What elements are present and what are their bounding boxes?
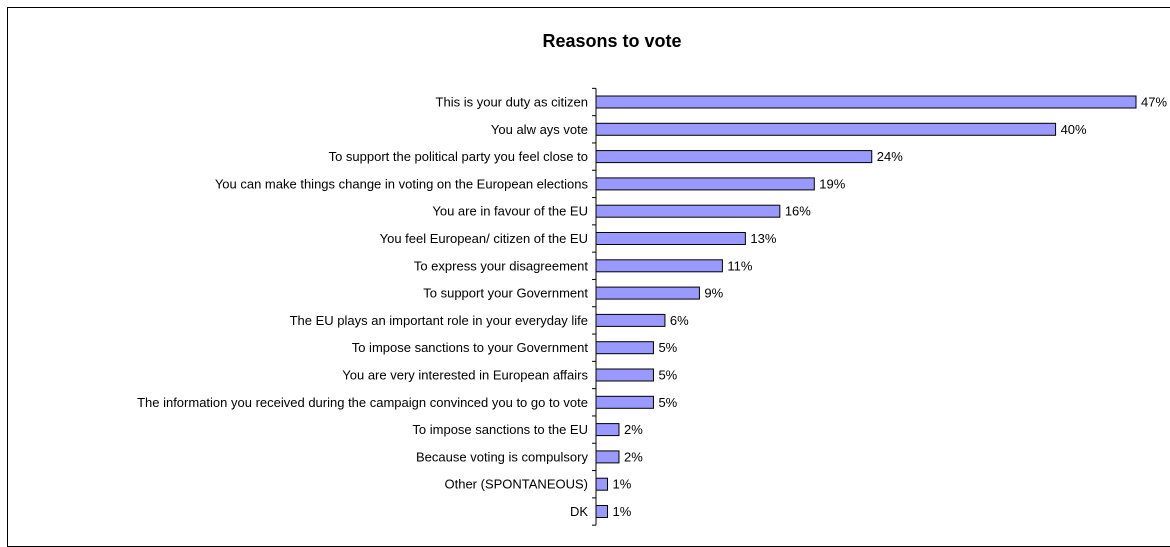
data-label: 47% xyxy=(1141,95,1167,110)
category-label: You alw ays vote xyxy=(491,122,588,137)
data-label: 24% xyxy=(877,149,903,164)
bars-layer: This is your duty as citizen 47% You alw a… xyxy=(137,87,1167,526)
category-label: You are very interested in European affa… xyxy=(342,368,588,383)
category-label: To support the political party you feel … xyxy=(329,149,588,164)
category-label: DK xyxy=(570,504,588,519)
chart-title: Reasons to vote xyxy=(542,31,682,51)
data-label: 40% xyxy=(1061,122,1087,137)
category-label: To impose sanctions to your Government xyxy=(352,340,589,355)
data-label: 9% xyxy=(704,286,723,301)
bar xyxy=(595,286,700,300)
data-label: 5% xyxy=(658,340,677,355)
data-label: 13% xyxy=(750,231,776,246)
data-label: 11% xyxy=(727,258,752,273)
category-label: To support your Government xyxy=(423,286,588,301)
data-label: 16% xyxy=(785,204,811,219)
category-label: Because voting is compulsory xyxy=(416,449,588,464)
category-label: To impose sanctions to the EU xyxy=(412,422,588,437)
bar xyxy=(595,313,666,327)
data-label: 1% xyxy=(612,477,631,492)
data-label: 2% xyxy=(624,422,643,437)
bar xyxy=(595,477,608,491)
data-label: 5% xyxy=(658,368,677,383)
bar xyxy=(595,368,654,382)
category-label: Other (SPONTANEOUS) xyxy=(444,477,588,492)
data-label: 19% xyxy=(819,176,845,191)
bar xyxy=(595,395,654,409)
data-label: 6% xyxy=(670,313,689,328)
bar xyxy=(595,150,873,164)
bar xyxy=(595,505,608,518)
bar xyxy=(595,177,815,191)
bar xyxy=(595,232,746,245)
data-label: 2% xyxy=(624,449,643,464)
category-label: You feel European/ citizen of the EU xyxy=(380,231,588,246)
category-label: You can make things change in voting on … xyxy=(215,176,589,191)
category-label: The information you received during the … xyxy=(137,395,588,410)
data-label: 1% xyxy=(612,504,631,519)
category-label: You are in favour of the EU xyxy=(432,204,588,219)
bar xyxy=(595,423,620,437)
category-label: To express your disagreement xyxy=(414,258,589,273)
bar xyxy=(595,204,781,218)
bar xyxy=(595,95,1137,109)
data-label: 5% xyxy=(658,395,677,410)
category-label: This is your duty as citizen xyxy=(436,95,588,110)
category-label: The EU plays an important role in your e… xyxy=(290,313,588,328)
bar xyxy=(595,259,723,273)
bar xyxy=(595,122,1057,136)
bar xyxy=(595,450,620,464)
bar xyxy=(595,341,654,355)
